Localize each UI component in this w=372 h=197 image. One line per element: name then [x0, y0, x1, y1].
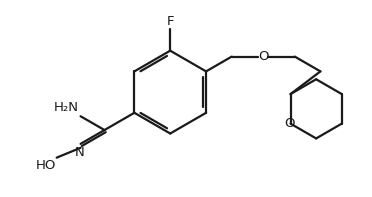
Text: N: N — [75, 146, 84, 159]
Text: HO: HO — [35, 159, 56, 172]
Text: O: O — [284, 117, 295, 130]
Text: H₂N: H₂N — [54, 101, 78, 114]
Text: O: O — [258, 50, 269, 63]
Text: F: F — [167, 15, 174, 28]
